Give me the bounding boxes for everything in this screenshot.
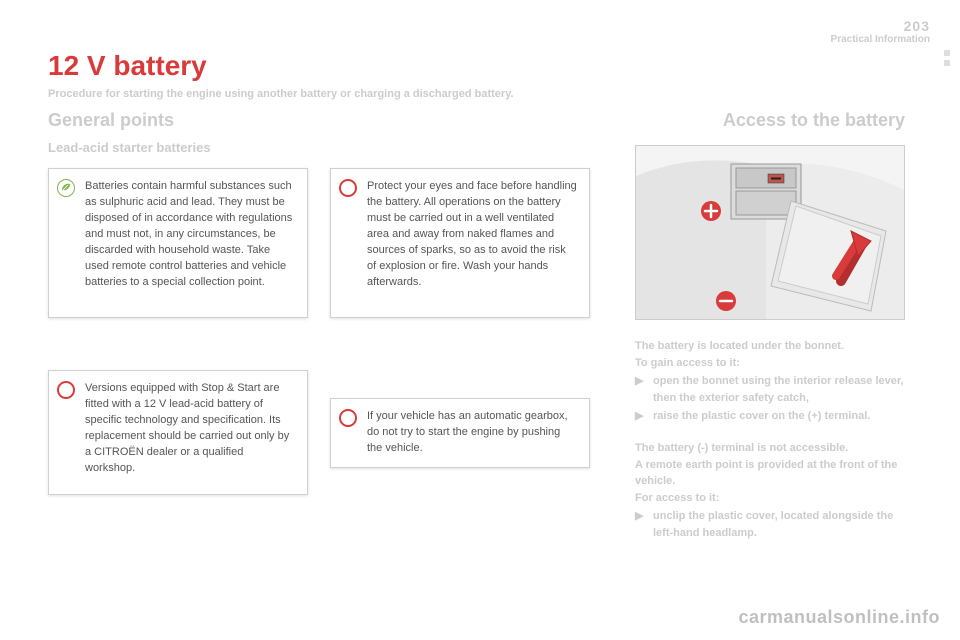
section-label: Practical Information xyxy=(831,34,930,45)
text-line: To gain access to it: xyxy=(635,355,905,372)
manual-page: 203 Practical Information 12 V battery P… xyxy=(0,0,960,640)
notice-auto-gearbox: ! If your vehicle has an automatic gearb… xyxy=(330,398,590,468)
page-subtitle: Procedure for starting the engine using … xyxy=(48,88,514,100)
notice-stop-start-text: Versions equipped with Stop & Start are … xyxy=(85,382,289,474)
text-line: The battery (-) terminal is not accessib… xyxy=(635,440,905,457)
bullet-item: ▶raise the plastic cover on the (+) term… xyxy=(635,408,905,425)
notice-safety: ! Protect your eyes and face before hand… xyxy=(330,168,590,318)
warning-icon: ! xyxy=(339,409,357,427)
text-line: A remote earth point is provided at the … xyxy=(635,457,905,490)
warning-icon: ! xyxy=(57,381,75,399)
access-instructions-1: The battery is located under the bonnet.… xyxy=(635,338,905,425)
bullet-item: ▶open the bonnet using the interior rele… xyxy=(635,373,905,406)
battery-access-diagram xyxy=(635,145,905,320)
bullet-text: unclip the plastic cover, located alongs… xyxy=(653,508,905,541)
heading-general-points: General points xyxy=(48,110,174,131)
bullet-text: raise the plastic cover on the (+) termi… xyxy=(653,408,870,425)
page-number: 203 xyxy=(831,18,930,34)
notice-auto-gearbox-text: If your vehicle has an automatic gearbox… xyxy=(367,410,568,454)
heading-access-battery: Access to the battery xyxy=(723,110,905,131)
notice-stop-start: ! Versions equipped with Stop & Start ar… xyxy=(48,370,308,495)
page-header: 203 Practical Information xyxy=(831,18,930,45)
access-instructions-2: The battery (-) terminal is not accessib… xyxy=(635,440,905,541)
watermark: carmanualsonline.info xyxy=(738,607,940,628)
bullet-item: ▶unclip the plastic cover, located along… xyxy=(635,508,905,541)
leaf-icon xyxy=(57,179,75,197)
page-title: 12 V battery xyxy=(48,50,207,82)
notice-safety-text: Protect your eyes and face before handli… xyxy=(367,180,577,288)
notice-disposal: Batteries contain harmful substances suc… xyxy=(48,168,308,318)
heading-lead-acid: Lead-acid starter batteries xyxy=(48,140,211,155)
text-line: For access to it: xyxy=(635,490,905,507)
warning-icon: ! xyxy=(339,179,357,197)
page-marker-dots xyxy=(944,50,950,66)
bullet-text: open the bonnet using the interior relea… xyxy=(653,373,905,406)
notice-disposal-text: Batteries contain harmful substances suc… xyxy=(85,180,292,288)
text-line: The battery is located under the bonnet. xyxy=(635,338,905,355)
